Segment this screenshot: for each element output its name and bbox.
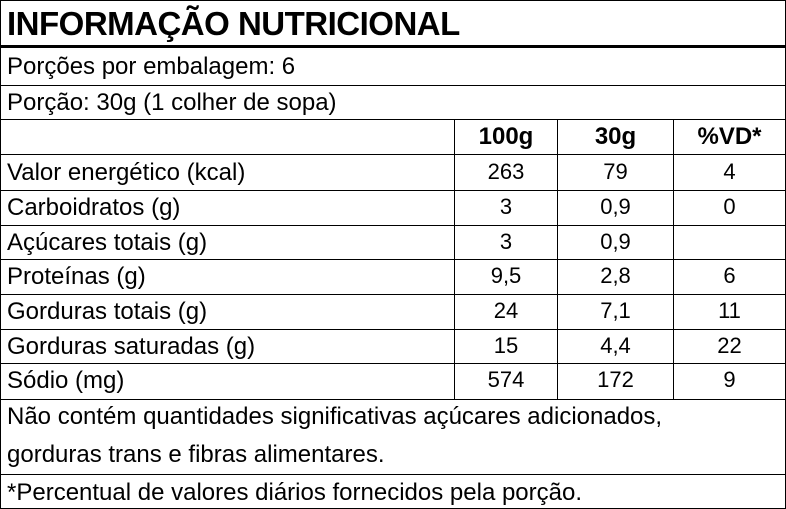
value-vd: 22: [717, 333, 742, 358]
nutrient-label: Sódio (mg): [7, 367, 125, 394]
divider: [1, 474, 785, 475]
divider: [1, 294, 785, 295]
value-100g: 574: [487, 367, 525, 392]
value-30g: 0,9: [600, 194, 631, 219]
value-30g: 172: [597, 367, 634, 392]
divider: [1, 154, 785, 155]
value-30g: 2,8: [600, 263, 631, 288]
value-vd: 4: [723, 159, 736, 184]
column-header-30g: 30g: [594, 123, 637, 150]
divider: [1, 329, 785, 330]
value-30g: 7,1: [600, 298, 631, 323]
disclaimer-line-2: gorduras trans e fibras alimentares.: [7, 441, 385, 468]
value-vd: 0: [723, 194, 736, 219]
divider: [1, 225, 785, 226]
nutrient-label: Açúcares totais (g): [7, 229, 208, 256]
value-100g: 15: [493, 333, 519, 358]
value-30g: 4,4: [600, 333, 631, 358]
value-30g: 79: [603, 159, 628, 184]
nutrient-label: Carboidratos (g): [7, 194, 181, 221]
value-vd: 11: [718, 298, 741, 323]
column-header-vd: %VD*: [697, 123, 762, 150]
value-100g: 24: [493, 298, 519, 323]
nutrient-label: Valor energético (kcal): [7, 159, 246, 186]
divider: [1, 363, 785, 364]
servings-per-package: Porções por embalagem: 6: [7, 53, 296, 80]
divider: [1, 259, 785, 260]
value-100g: 3: [499, 229, 513, 254]
divider: [1, 119, 785, 120]
disclaimer-line-1: Não contém quantidades significativas aç…: [7, 403, 663, 430]
label-title: INFORMAÇÃO NUTRICIONAL: [7, 5, 460, 42]
title-divider: [1, 45, 785, 48]
footnote: *Percentual de valores diários fornecido…: [7, 479, 583, 506]
value-30g: 0,9: [600, 229, 631, 254]
value-100g: 263: [487, 159, 525, 184]
column-header-100g: 100g: [478, 123, 534, 150]
nutrient-label: Gorduras totais (g): [7, 298, 208, 325]
serving-size: Porção: 30g (1 colher de sopa): [7, 89, 337, 116]
divider: [1, 190, 785, 191]
value-vd: 9: [723, 367, 736, 392]
divider: [1, 85, 785, 86]
value-100g: 3: [499, 194, 513, 219]
divider: [1, 399, 785, 400]
value-vd: 6: [723, 263, 736, 288]
nutrient-label: Proteínas (g): [7, 263, 146, 290]
nutrient-label: Gorduras saturadas (g): [7, 333, 256, 360]
value-100g: 9,5: [490, 263, 522, 288]
